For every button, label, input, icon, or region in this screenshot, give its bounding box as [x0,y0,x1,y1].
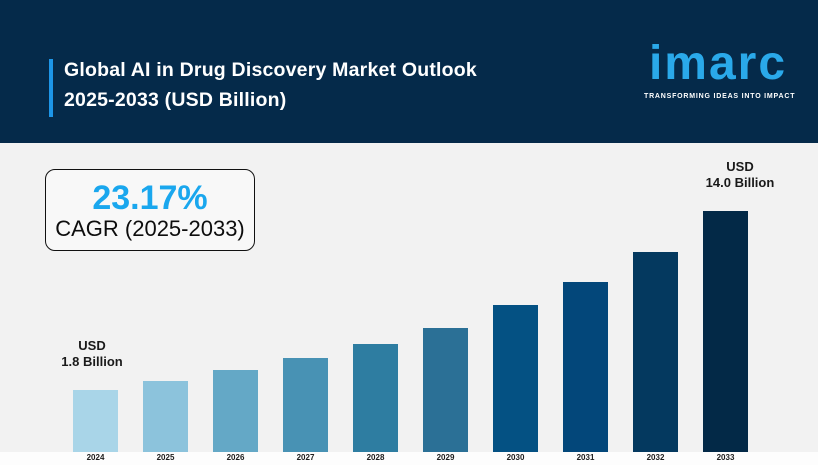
bar-2027 [283,358,328,452]
bar-2024 [73,390,118,452]
imarc-logo: imarc TRANSFORMING IDEAS INTO IMPACT [644,36,796,100]
value-label-2024-line1: USD [78,338,106,353]
page-title: Global AI in Drug Discovery Market Outlo… [64,55,477,115]
value-label-2024-line2: 1.8 Billion [61,353,123,369]
bar-2031 [563,282,608,452]
x-axis-label-2024: 2024 [86,453,105,462]
imarc-logo-tagline: TRANSFORMING IDEAS INTO IMPACT [644,93,796,100]
x-axis-label-2025: 2025 [156,453,175,462]
x-axis-label-2030: 2030 [506,453,525,462]
cagr-callout-box: 23.17% CAGR (2025-2033) [45,169,255,251]
value-label-2033: USD 14.0 Billion [690,159,790,190]
x-axis-label-2026: 2026 [226,453,245,462]
bar-2026 [213,370,258,452]
x-axis-label-2027: 2027 [296,453,315,462]
x-axis-label-2032: 2032 [646,453,665,462]
bar-2028 [353,344,398,452]
imarc-logo-wordmark: imarc [648,37,788,90]
x-axis-label-2033: 2033 [716,453,735,462]
bar-2033 [703,211,748,452]
bar-2032 [633,252,678,452]
value-label-2024: USD 1.8 Billion [42,338,142,369]
value-label-2033-line2: 14.0 Billion [705,174,775,190]
page-title-line2: 2025-2033 (USD Billion) [64,89,287,111]
x-axis-label-2031: 2031 [576,453,595,462]
bar-2029 [423,328,468,452]
title-accent-bar [49,59,53,117]
value-label-2033-line1: USD [726,159,754,174]
page-title-line1: Global AI in Drug Discovery Market Outlo… [64,59,477,81]
cagr-value: 23.17% [92,178,208,217]
bar-2025 [143,381,188,452]
x-axis-label-2028: 2028 [366,453,385,462]
bar-2030 [493,305,538,452]
header-banner: Global AI in Drug Discovery Market Outlo… [0,0,818,143]
x-axis-strip [0,452,818,465]
cagr-label: CAGR (2025-2033) [55,215,245,241]
x-axis-label-2029: 2029 [436,453,455,462]
